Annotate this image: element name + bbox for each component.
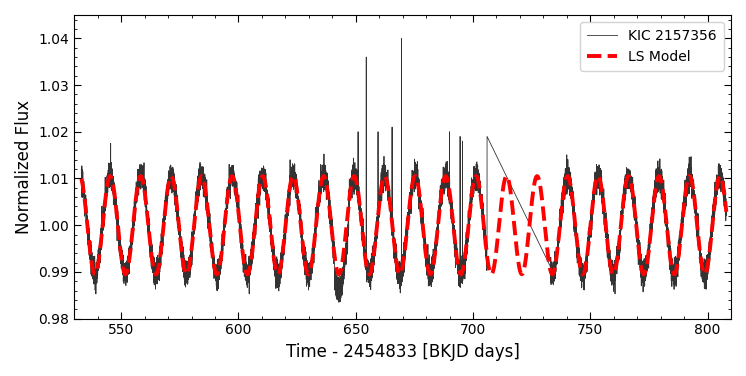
Y-axis label: Normalized Flux: Normalized Flux (15, 100, 33, 234)
KIC 2157356 (680, 200, 689, 205)
LS Model (77, 176, 86, 181)
LS Model (324, 191, 333, 196)
KIC 2157356 (304, 269, 313, 273)
LS Model (496, 204, 505, 208)
LS Model (464, 225, 473, 230)
KIC 2157356 (268, 245, 277, 249)
KIC 2157356 (576, 264, 585, 268)
KIC 2157356 (397, 36, 406, 41)
Legend: KIC 2157356, LS Model: KIC 2157356, LS Model (580, 22, 724, 71)
KIC 2157356 (293, 186, 302, 190)
LS Model (194, 184, 203, 189)
LS Model (722, 209, 731, 214)
KIC 2157356 (722, 209, 731, 213)
Line: LS Model: LS Model (81, 176, 727, 274)
LS Model (607, 270, 616, 274)
LS Model (558, 197, 567, 201)
Line: KIC 2157356: KIC 2157356 (81, 38, 727, 302)
KIC 2157356 (454, 257, 463, 262)
X-axis label: Time - 2454833 [BKJD days]: Time - 2454833 [BKJD days] (286, 343, 519, 361)
LS Model (304, 272, 313, 276)
LS Model (594, 174, 603, 178)
KIC 2157356 (334, 300, 343, 304)
KIC 2157356 (77, 167, 86, 172)
